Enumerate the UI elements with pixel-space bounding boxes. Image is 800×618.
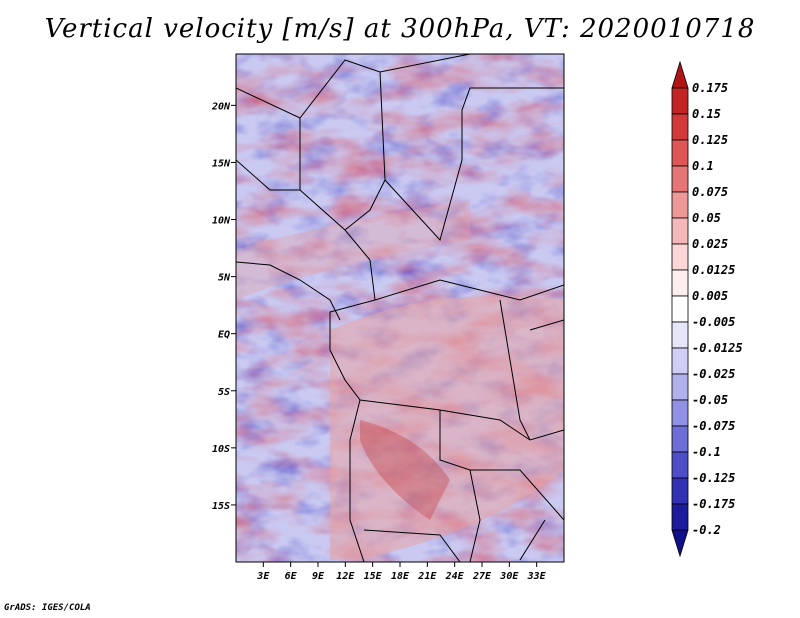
x-axis: 3E 6E 9E 12E 15E 18E 21E 24E 27E 30E 33E [256, 562, 547, 582]
colorbar-label: 0.125 [692, 133, 728, 147]
colorbar-bin [671, 113, 689, 141]
colorbar-bin [671, 321, 689, 349]
colorbar-label: 0.175 [692, 81, 728, 95]
x-tick-label: 9E [312, 571, 325, 582]
colorbar-label: 0.075 [692, 185, 728, 199]
colorbar-bin [671, 139, 689, 167]
colorbar-label: 0.15 [692, 107, 721, 121]
colorbar-label: 0.05 [692, 211, 721, 225]
y-tick-label: 10N [212, 216, 231, 227]
x-tick-label: 15E [364, 571, 383, 582]
x-tick-label: 21E [417, 571, 437, 582]
colorbar-label: 0.1 [692, 159, 714, 173]
colorbar-label: 0.0125 [692, 263, 735, 277]
x-tick-label: 24E [445, 571, 465, 582]
y-tick-label: 15N [212, 158, 231, 169]
x-tick-label: 18E [391, 571, 410, 582]
colorbar-label: -0.1 [692, 445, 721, 459]
colorbar-label: -0.075 [692, 419, 735, 433]
colorbar-bottom-arrow [671, 529, 689, 558]
x-tick-label: 30E [499, 571, 519, 582]
colorbar-bin [671, 87, 689, 115]
colorbar-bin [671, 191, 689, 219]
colorbar-bin [671, 373, 689, 401]
colorbar-label: 0.005 [692, 289, 728, 303]
velocity-field [236, 54, 564, 562]
colorbar-label: -0.05 [692, 393, 728, 407]
colorbar-bin [671, 425, 689, 453]
colorbar-label: -0.2 [692, 523, 721, 537]
x-tick-label: 33E [527, 571, 547, 582]
y-tick-label: EQ [218, 330, 230, 341]
colorbar: 0.175 0.15 0.125 0.1 0.075 0.05 0.025 0.0125 0.0… [671, 60, 743, 558]
colorbar-label: 0.025 [692, 237, 728, 251]
colorbar-bin [671, 347, 689, 375]
colorbar-bin [671, 217, 689, 245]
colorbar-label: -0.125 [692, 471, 735, 485]
colorbar-bin [671, 295, 689, 323]
colorbar-bin [671, 451, 689, 479]
colorbar-bin [671, 165, 689, 193]
x-tick-label: 12E [336, 571, 355, 582]
colorbar-label: -0.0125 [692, 341, 743, 355]
colorbar-label: -0.175 [692, 497, 735, 511]
colorbar-bin [671, 269, 689, 297]
y-tick-label: 20N [211, 101, 231, 112]
y-tick-label: 5S [218, 387, 230, 398]
x-tick-label: 6E [285, 571, 298, 582]
colorbar-bin [671, 399, 689, 427]
credit-text: GrADS: IGES/COLA [4, 603, 91, 613]
y-axis: 20N 15N 10N 5N EQ 5S 10S 15S [211, 101, 236, 512]
colorbar-bin [671, 477, 689, 505]
x-tick-label: 27E [472, 571, 492, 582]
y-tick-label: 15S [212, 501, 230, 512]
colorbar-label: -0.025 [692, 367, 735, 381]
colorbar-label: -0.005 [692, 315, 735, 329]
colorbar-bin [671, 503, 689, 531]
x-tick-label: 3E [256, 571, 270, 582]
country-borders [236, 54, 564, 562]
chart-title: Vertical velocity [m/s] at 300hPa, VT: 2… [44, 14, 756, 44]
colorbar-bin [671, 243, 689, 271]
y-tick-label: 10S [212, 444, 230, 455]
colorbar-top-arrow [671, 60, 689, 89]
y-tick-label: 5N [218, 273, 231, 284]
